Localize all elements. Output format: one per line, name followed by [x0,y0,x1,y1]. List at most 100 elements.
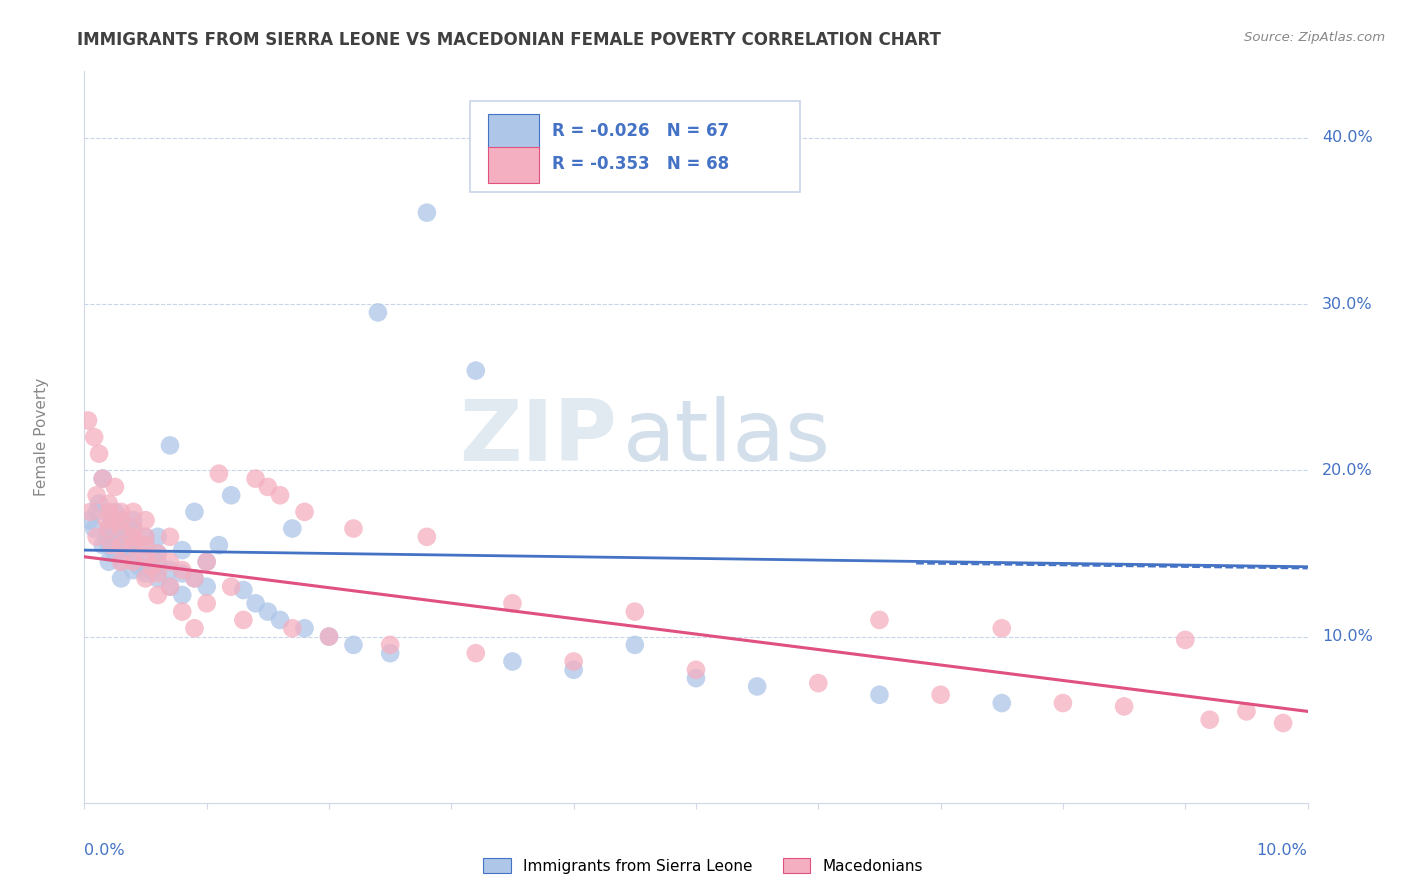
Legend: Immigrants from Sierra Leone, Macedonians: Immigrants from Sierra Leone, Macedonian… [477,852,929,880]
Point [416,205,439,219]
Point [269,613,291,627]
Point [135,555,157,569]
Point [122,555,145,569]
Point [110,555,132,569]
Point [257,605,280,619]
FancyBboxPatch shape [488,146,540,183]
Point [122,505,145,519]
Point [991,696,1014,710]
Text: 0.0%: 0.0% [84,843,125,858]
Point [159,530,181,544]
Point [135,538,157,552]
Point [104,505,127,519]
Point [122,563,145,577]
Point [195,555,218,569]
Point [807,676,830,690]
Point [110,513,132,527]
Point [172,588,194,602]
Text: ZIP: ZIP [458,395,616,479]
Point [97,555,120,569]
Point [141,559,163,574]
Point [380,646,402,660]
Point [1052,696,1074,710]
Point [183,571,205,585]
Point [91,472,114,486]
Point [195,580,218,594]
Point [183,621,205,635]
Point [869,688,891,702]
Point [1236,705,1258,719]
Point [141,563,163,577]
Point [77,413,100,427]
Point [685,663,707,677]
Point [135,513,157,527]
Point [122,521,145,535]
Point [128,559,150,574]
Point [110,538,132,552]
Point [122,538,145,552]
Text: 20.0%: 20.0% [1322,463,1374,478]
Point [135,538,157,552]
Point [110,521,132,535]
Point [146,555,169,569]
Point [97,505,120,519]
Point [624,605,647,619]
Point [380,638,402,652]
Point [100,513,122,527]
Point [195,596,218,610]
Point [86,488,108,502]
Point [104,546,127,560]
Point [183,571,205,585]
Text: Source: ZipAtlas.com: Source: ZipAtlas.com [1244,31,1385,45]
Point [110,538,132,552]
Point [83,430,105,444]
Point [219,580,242,594]
Point [342,521,364,535]
Point [172,543,194,558]
Point [257,480,280,494]
Point [86,505,108,519]
Text: 10.0%: 10.0% [1322,629,1374,644]
Point [135,571,157,585]
Point [183,505,205,519]
Point [685,671,707,685]
Point [96,513,118,527]
Point [86,530,108,544]
Point [110,571,132,585]
Point [97,497,120,511]
Text: 10.0%: 10.0% [1257,843,1308,858]
Point [135,566,157,581]
Point [1272,716,1295,731]
Point [562,655,585,669]
Point [159,563,181,577]
Point [624,638,647,652]
Point [135,530,157,544]
Point [146,571,169,585]
Point [146,546,169,560]
Point [122,538,145,552]
Point [146,566,169,581]
Point [464,646,486,660]
FancyBboxPatch shape [488,114,540,150]
Point [245,596,267,610]
Point [416,530,439,544]
Point [991,621,1014,635]
Point [502,596,524,610]
Point [318,630,340,644]
Point [1198,713,1220,727]
Point [562,663,585,677]
FancyBboxPatch shape [470,101,800,192]
Point [208,467,231,481]
Point [135,549,157,564]
Point [146,530,169,544]
Text: IMMIGRANTS FROM SIERRA LEONE VS MACEDONIAN FEMALE POVERTY CORRELATION CHART: IMMIGRANTS FROM SIERRA LEONE VS MACEDONI… [77,31,941,49]
Text: atlas: atlas [623,395,831,479]
Point [294,621,316,635]
Point [97,521,120,535]
Text: Female Poverty: Female Poverty [34,378,49,496]
Point [159,555,181,569]
Point [869,613,891,627]
Point [269,488,291,502]
Text: R = -0.026   N = 67: R = -0.026 N = 67 [551,122,728,140]
Point [208,538,231,552]
